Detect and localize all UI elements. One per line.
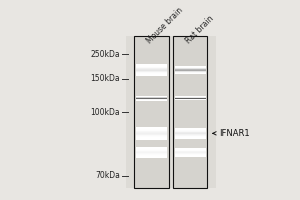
Bar — [175, 136, 206, 137]
Bar — [136, 97, 167, 98]
Text: 100kDa: 100kDa — [91, 108, 120, 117]
Bar — [175, 137, 206, 138]
Bar — [136, 155, 167, 156]
Bar — [136, 150, 167, 151]
Bar — [136, 130, 167, 131]
Bar — [175, 156, 206, 157]
Bar — [175, 128, 206, 129]
Bar — [175, 69, 206, 70]
Bar — [136, 66, 167, 67]
Bar — [136, 75, 167, 76]
Bar — [175, 72, 206, 73]
Bar — [136, 153, 167, 154]
Bar — [136, 68, 167, 69]
Text: Mouse brain: Mouse brain — [145, 6, 185, 46]
Bar — [136, 137, 167, 138]
Bar — [136, 64, 167, 65]
Text: 250kDa: 250kDa — [91, 50, 120, 59]
Bar — [175, 73, 206, 74]
Bar — [175, 153, 206, 154]
Bar — [175, 154, 206, 155]
Bar — [175, 149, 206, 150]
Bar — [175, 150, 206, 151]
Bar — [136, 129, 167, 130]
Bar — [136, 134, 167, 135]
Bar — [175, 70, 206, 71]
Text: Rat brain: Rat brain — [184, 14, 215, 46]
Bar — [136, 131, 167, 132]
Bar — [136, 139, 167, 140]
Bar — [136, 98, 167, 99]
Bar — [136, 149, 167, 150]
Bar — [175, 132, 206, 133]
Bar — [136, 74, 167, 75]
Bar — [136, 152, 167, 153]
Bar — [175, 67, 206, 68]
Bar — [175, 135, 206, 136]
Bar — [175, 71, 206, 72]
Bar — [136, 70, 167, 71]
Bar — [175, 129, 206, 130]
Bar — [136, 147, 167, 148]
Bar — [175, 133, 206, 134]
Bar — [136, 151, 167, 152]
Bar — [175, 130, 206, 131]
Bar — [136, 67, 167, 68]
Bar — [136, 71, 167, 72]
Bar — [136, 132, 167, 133]
Bar — [136, 65, 167, 66]
Bar — [126, 36, 216, 188]
Bar — [136, 100, 167, 101]
Bar — [175, 151, 206, 152]
Bar — [136, 99, 167, 100]
Bar — [175, 148, 206, 149]
Bar — [136, 154, 167, 155]
Bar — [134, 36, 169, 188]
Bar — [136, 69, 167, 70]
Bar — [136, 136, 167, 137]
Bar — [136, 72, 167, 73]
Bar — [136, 127, 167, 128]
Bar — [175, 131, 206, 132]
Bar — [175, 155, 206, 156]
Bar — [173, 36, 208, 188]
Bar — [136, 133, 167, 134]
Bar — [136, 73, 167, 74]
Bar — [136, 157, 167, 158]
Bar — [175, 66, 206, 67]
Bar — [175, 68, 206, 69]
Bar — [136, 156, 167, 157]
Bar — [136, 128, 167, 129]
Bar — [136, 138, 167, 139]
Bar — [136, 148, 167, 149]
Bar — [175, 138, 206, 139]
Text: IFNAR1: IFNAR1 — [213, 129, 250, 138]
Bar — [175, 152, 206, 153]
Text: 70kDa: 70kDa — [95, 171, 120, 180]
Text: 150kDa: 150kDa — [91, 74, 120, 83]
Bar — [136, 135, 167, 136]
Bar — [136, 96, 167, 97]
Bar — [175, 134, 206, 135]
